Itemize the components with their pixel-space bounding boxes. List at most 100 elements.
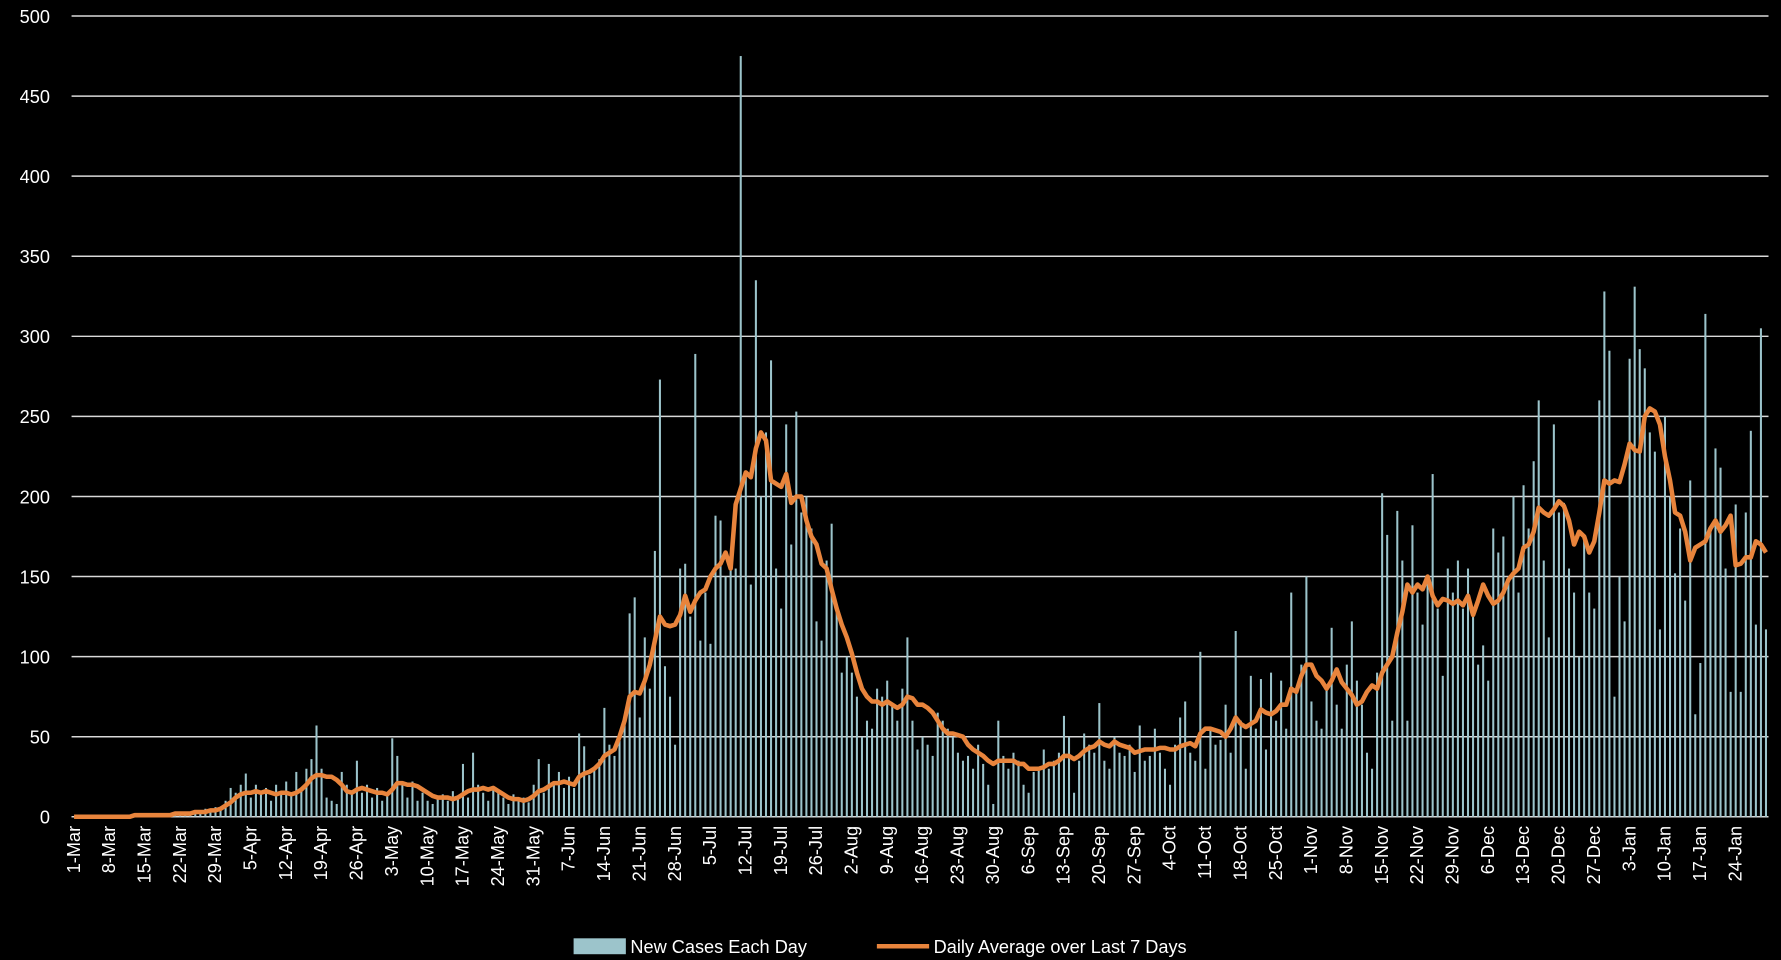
- bar: [931, 755, 934, 817]
- bar: [754, 280, 757, 817]
- bar: [860, 736, 863, 817]
- bar: [391, 738, 394, 817]
- bar: [1219, 739, 1222, 817]
- bar: [1022, 784, 1025, 817]
- bar: [1249, 675, 1252, 817]
- bar: [608, 744, 611, 817]
- bar: [1062, 715, 1065, 817]
- x-tick-label: 12-Jul: [735, 826, 755, 875]
- bar: [1537, 400, 1540, 817]
- bar: [315, 725, 318, 817]
- bar: [684, 563, 687, 817]
- bar: [1310, 701, 1313, 817]
- x-tick-label: 13-Dec: [1513, 826, 1533, 885]
- bar: [1759, 328, 1762, 817]
- y-tick-label: 400: [20, 167, 50, 187]
- bar: [759, 496, 762, 817]
- bar: [547, 763, 550, 817]
- bar: [568, 776, 571, 817]
- bar: [830, 523, 833, 817]
- bar: [1446, 568, 1449, 817]
- bar: [588, 775, 591, 817]
- bar: [739, 56, 742, 817]
- bar: [1593, 608, 1596, 817]
- bar: [1067, 736, 1071, 817]
- bar: [1143, 760, 1146, 817]
- bar: [1118, 752, 1121, 817]
- x-tick-label: 8-Mar: [99, 826, 119, 873]
- bar: [1103, 760, 1106, 817]
- bar: [552, 781, 555, 817]
- x-tick-label: 15-Nov: [1372, 825, 1392, 884]
- bar: [1512, 496, 1515, 817]
- bar: [1562, 502, 1565, 817]
- bar: [603, 707, 606, 817]
- bar: [1315, 720, 1318, 817]
- bar: [1668, 496, 1672, 817]
- bar: [1623, 621, 1626, 817]
- bar: [1527, 528, 1530, 817]
- bar: [729, 557, 732, 817]
- bar: [770, 360, 773, 817]
- bar: [1411, 525, 1414, 817]
- bar: [1699, 663, 1702, 817]
- bar: [406, 797, 409, 817]
- bar: [1259, 679, 1262, 817]
- bar: [1552, 424, 1555, 817]
- bar: [1083, 733, 1086, 817]
- bar: [436, 797, 439, 817]
- bar: [1007, 768, 1010, 817]
- bar: [1264, 749, 1268, 817]
- x-tick-label: 29-Mar: [205, 826, 225, 884]
- x-tick-label: 11-Oct: [1195, 826, 1215, 879]
- bar: [800, 512, 803, 817]
- bar: [482, 792, 485, 817]
- bar: [992, 803, 995, 817]
- bar: [1234, 630, 1237, 817]
- bar: [1371, 768, 1374, 817]
- x-tick-label: 31-May: [523, 825, 543, 886]
- bar: [1275, 720, 1278, 817]
- bar: [1184, 701, 1187, 817]
- bar: [1714, 448, 1717, 817]
- bar: [663, 666, 667, 817]
- bar: [886, 680, 889, 817]
- bar: [1744, 512, 1747, 817]
- bar: [1663, 416, 1666, 817]
- bar: [537, 759, 540, 817]
- bar: [1719, 467, 1722, 817]
- bar: [365, 784, 369, 817]
- bar: [1239, 720, 1242, 817]
- x-tick-label: 22-Mar: [170, 826, 190, 884]
- bar: [532, 784, 535, 817]
- bar: [1436, 608, 1439, 817]
- bar: [1739, 691, 1742, 817]
- x-tick-label: 1-Nov: [1301, 825, 1321, 874]
- y-tick-label: 250: [20, 407, 50, 427]
- x-tick-label: 3-May: [382, 825, 402, 876]
- bar: [674, 744, 677, 817]
- bar: [653, 550, 656, 817]
- bar: [972, 768, 975, 817]
- bar: [492, 787, 495, 817]
- x-tick-label: 23-Aug: [948, 826, 968, 885]
- bar: [300, 787, 303, 817]
- bar: [744, 472, 747, 817]
- bar: [280, 791, 283, 817]
- bar: [764, 432, 768, 817]
- bar: [1517, 592, 1520, 817]
- bar: [1128, 744, 1131, 817]
- bar: [583, 746, 586, 817]
- bar: [1280, 680, 1283, 817]
- bar: [1012, 752, 1015, 817]
- bar: [1679, 528, 1682, 817]
- bar: [865, 720, 869, 817]
- bar: [1209, 728, 1212, 817]
- bar: [426, 800, 429, 817]
- bar: [1017, 760, 1020, 817]
- bar: [850, 672, 853, 817]
- bar: [1037, 768, 1040, 817]
- bar: [562, 787, 565, 817]
- x-tick-label: 5-Apr: [241, 826, 261, 870]
